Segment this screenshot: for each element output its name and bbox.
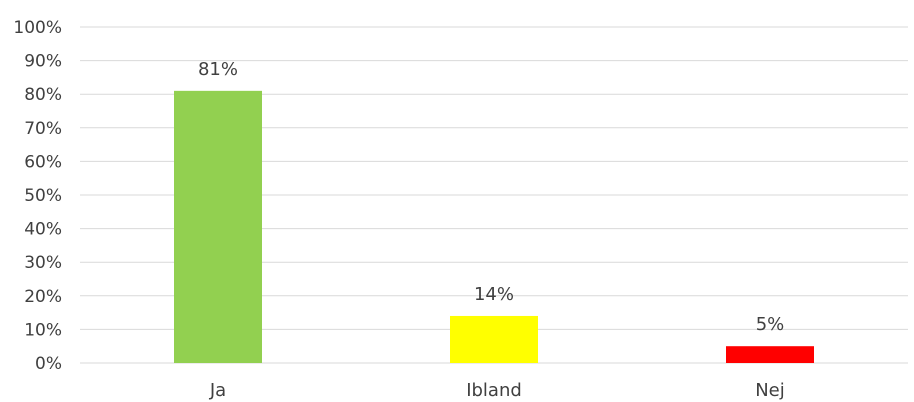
data-label: 5% <box>756 314 785 335</box>
bar-nej <box>726 346 814 363</box>
y-tick-label: 50% <box>24 186 62 206</box>
bars <box>174 90 814 363</box>
y-tick-label: 20% <box>24 287 62 307</box>
bar-ja <box>174 90 262 363</box>
y-tick-label: 60% <box>24 152 62 172</box>
data-label: 81% <box>198 59 238 80</box>
data-label: 14% <box>474 284 514 305</box>
y-tick-label: 30% <box>24 253 62 273</box>
x-category-label: Ibland <box>466 380 522 401</box>
x-category-label: Nej <box>755 380 785 401</box>
y-tick-label: 40% <box>24 220 62 240</box>
data-labels: 81% 14% 5% <box>198 59 784 335</box>
y-tick-label: 70% <box>24 119 62 139</box>
y-tick-label: 0% <box>35 354 62 374</box>
y-tick-label: 90% <box>24 52 62 72</box>
x-axis-categories: Ja Ibland Nej <box>209 380 785 401</box>
y-tick-label: 100% <box>13 18 62 38</box>
y-axis-ticks: 0% 10% 20% 30% 40% 50% 60% 70% 80% 90% 100% <box>13 18 62 374</box>
bar-ibland <box>450 315 538 363</box>
y-tick-label: 10% <box>24 320 62 340</box>
y-tick-label: 80% <box>24 85 62 105</box>
x-category-label: Ja <box>209 380 226 401</box>
